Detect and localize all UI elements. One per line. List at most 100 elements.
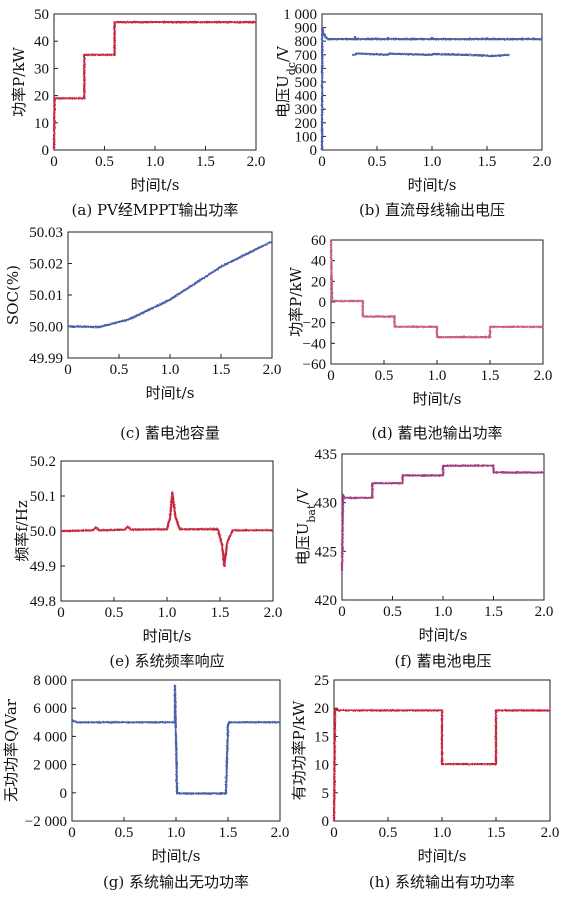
y-axis-label-main: 电压U [294,523,312,566]
x-axis-label: 时间t/s [146,384,195,402]
y-axis-label-main: SOC(%) [4,265,22,325]
x-axis-label: 时间t/s [408,176,457,194]
series-line-b-0 [320,26,542,151]
data-point [175,735,177,738]
y-tick-label: 8 000 [33,673,67,689]
data-point [387,37,389,39]
data-point [83,54,86,56]
data-point [541,38,543,40]
y-tick-label: 0 [322,814,330,830]
y-tick-label: 0 [319,295,327,311]
y-tick-label: 50.01 [29,288,63,304]
data-point [441,763,443,765]
data-point [543,471,545,474]
series-line-b-1 [352,52,510,58]
data-point [492,471,495,474]
data-point [228,721,230,724]
plot-frame [67,231,273,359]
data-point [388,38,390,40]
data-point [393,326,396,328]
y-tick-label: 49.8 [30,594,56,610]
x-axis-label: 时间t/s [131,176,180,194]
data-point [169,298,171,301]
x-tick-label: 0 [68,825,76,841]
data-point [126,526,129,528]
y-tick-label: 900 [295,21,318,37]
data-point [508,54,510,56]
x-tick-label: 0 [318,154,326,170]
y-tick-label: 2 000 [33,758,67,774]
y-axis-label-main: 功率P/kW [287,267,305,337]
x-tick-label: 0 [50,154,58,170]
data-point [371,497,374,499]
x-axis-label: 时间t/s [419,626,468,644]
y-tick-label: 50.00 [29,320,63,336]
y-tick-label: 6 000 [33,701,67,717]
y-tick-label: 0 [42,143,50,159]
y-tick-label: 25 [314,673,329,689]
x-tick-label: 0.5 [368,154,387,170]
data-point [401,482,404,485]
x-tick-label: 0.5 [383,604,402,620]
data-point [341,570,343,572]
x-tick-label: 1.5 [478,154,497,170]
x-tick-label: 2.0 [534,368,553,384]
data-point [436,336,438,338]
x-tick-label: 1.5 [212,362,231,378]
data-point [354,36,356,38]
y-tick-label: 10 [34,116,49,132]
data-point [221,544,223,546]
data-point [223,565,226,567]
data-point [441,709,443,712]
data-point [169,516,171,518]
y-tick-label: 100 [295,129,318,145]
y-tick-label: 700 [295,48,318,64]
data-point [102,721,104,724]
chart-panel-c: 0 0.5 1.0 1.5 2.0 49.99 50.00 50.01 50.02 50.03 时间… [4,225,281,442]
y-axis-label: 功率P/kW [10,47,28,117]
data-point [60,530,62,532]
y-tick-label: 60 [311,233,326,249]
data-point [398,709,400,712]
x-tick-label: 0.5 [110,362,129,378]
y-axis-label-subscript: dc [285,62,298,75]
series-line-g-0 [71,684,280,795]
data-point [432,38,434,40]
y-tick-label: 0 [310,143,318,159]
y-tick-label: 800 [295,34,318,50]
y-axis-label-subscript: bat [305,504,318,523]
data-point [76,721,78,724]
y-tick-label: 50.03 [29,225,63,241]
y-tick-label: 30 [34,61,49,77]
data-point [354,54,356,56]
y-tick-label: 425 [315,544,338,560]
data-point [431,38,433,40]
data-point [255,21,257,23]
data-point [72,720,74,722]
y-axis-label: 频率f/Hz [13,500,31,562]
y-axis-label: 功率P/kW [287,267,305,337]
data-point [225,792,227,795]
data-point [71,718,73,721]
y-tick-label: 50.2 [30,454,56,470]
y-tick-label: 1 000 [283,7,317,23]
data-point [98,529,100,532]
data-point [65,530,68,532]
data-point [227,724,229,726]
series-line-h-0 [332,708,550,822]
x-tick-label: 1.0 [158,605,177,621]
data-point [362,300,364,302]
x-tick-label: 2.0 [541,825,560,841]
data-point [431,54,433,56]
x-axis-label: 时间t/s [152,847,201,865]
series-line-f-0 [340,464,544,571]
chart-panel-b: 0 0.5 1.0 1.5 2.0 010020030040050060070080090… [274,7,551,219]
data-point [174,516,177,518]
chart-panel-h: 0 0.5 1.0 1.5 2.0 0 5 10 15 20 25 时间t/s 有功功率P/kW (h) … [290,673,559,891]
data-point [95,526,97,529]
x-tick-label: 2.0 [264,605,283,621]
x-tick-label: 2.0 [535,604,554,620]
data-point [279,721,281,724]
y-tick-label: 430 [315,496,338,512]
